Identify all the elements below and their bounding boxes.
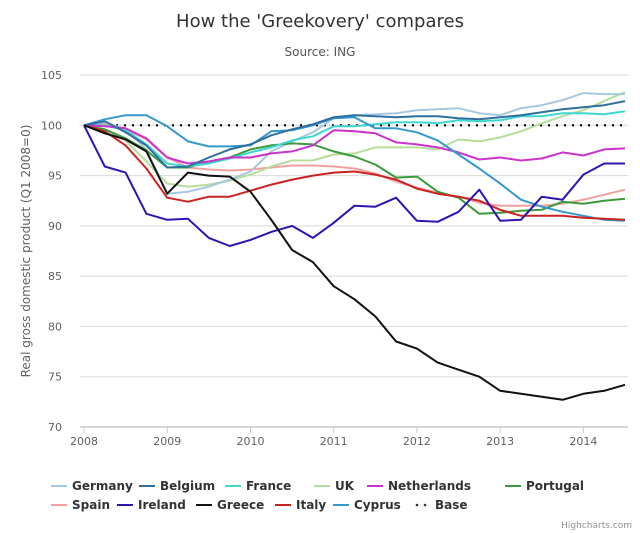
chart-subtitle: Source: ING — [285, 45, 356, 59]
legend-item-netherlands[interactable]: Netherlands — [367, 479, 471, 493]
series-line-ireland — [83, 124, 625, 247]
legend-dot-symbol — [423, 503, 427, 507]
y-axis-title: Real gross domestic product (Q1 2008=0) — [19, 125, 33, 378]
credits-link[interactable]: Highcharts.com — [561, 521, 632, 531]
legend-dot-symbol — [415, 503, 419, 507]
legend-label: UK — [335, 479, 355, 493]
x-tick-label: 2008 — [70, 435, 98, 448]
legend-item-italy[interactable]: Italy — [275, 498, 326, 512]
x-tick-label: 2014 — [569, 435, 597, 448]
legend-label: Base — [435, 498, 468, 512]
legend-label: Spain — [72, 498, 110, 512]
x-tick-label: 2011 — [320, 435, 348, 448]
y-axis-ticks: 70 75 80 85 90 95 100 105 — [41, 69, 62, 434]
chart-title: How the 'Greekovery' compares — [176, 11, 464, 32]
legend-label: Greece — [217, 498, 264, 512]
legend-item-germany[interactable]: Germany — [51, 479, 133, 493]
series-line-portugal — [83, 124, 626, 215]
series-line-france — [84, 110, 626, 168]
gridlines — [80, 74, 628, 378]
legend-label: Italy — [296, 498, 326, 512]
legend: Germany Belgium France UK Netherlands Portuga… — [51, 479, 584, 512]
y-tick-label: 80 — [48, 320, 62, 333]
legend-item-uk[interactable]: UK — [314, 479, 355, 493]
legend-item-cyprus[interactable]: Cyprus — [333, 498, 401, 512]
x-tick-label: 2013 — [486, 435, 514, 448]
legend-item-greece[interactable]: Greece — [196, 498, 264, 512]
series-line-uk — [83, 91, 626, 188]
legend-label: Ireland — [138, 498, 186, 512]
legend-label: Netherlands — [388, 479, 471, 493]
y-tick-label: 105 — [41, 69, 62, 82]
legend-label: France — [246, 479, 291, 493]
legend-item-spain[interactable]: Spain — [51, 498, 110, 512]
series-line-italy — [83, 124, 626, 221]
legend-label: Portugal — [526, 479, 584, 493]
series-line-netherlands — [83, 124, 626, 165]
series-line-greece — [83, 124, 626, 401]
legend-label: Cyprus — [354, 498, 401, 512]
series-line-belgium — [83, 100, 626, 169]
y-tick-label: 70 — [48, 421, 62, 434]
legend-label: Belgium — [160, 479, 215, 493]
series-lines — [83, 91, 626, 401]
x-tick-label: 2012 — [403, 435, 431, 448]
x-tick-label: 2009 — [153, 435, 181, 448]
y-tick-label: 75 — [48, 371, 62, 384]
x-tick-label: 2010 — [236, 435, 264, 448]
legend-item-portugal[interactable]: Portugal — [505, 479, 584, 493]
legend-item-base[interactable]: Base — [415, 498, 468, 512]
legend-label: Germany — [72, 479, 133, 493]
legend-item-ireland[interactable]: Ireland — [117, 498, 186, 512]
legend-item-belgium[interactable]: Belgium — [139, 479, 215, 493]
series-line-germany — [83, 92, 625, 195]
y-tick-label: 95 — [48, 170, 62, 183]
y-tick-label: 85 — [48, 270, 62, 283]
y-tick-label: 90 — [48, 220, 62, 233]
legend-item-france[interactable]: France — [225, 479, 291, 493]
y-tick-label: 100 — [41, 119, 62, 132]
x-axis: 2008 2009 2010 2011 2012 2013 2014 — [70, 426, 628, 448]
